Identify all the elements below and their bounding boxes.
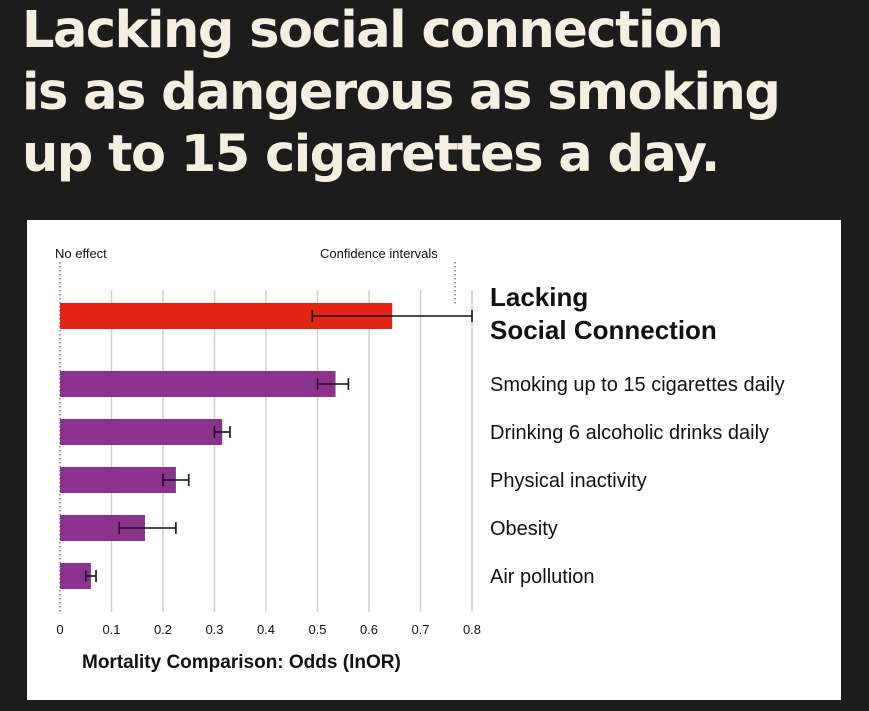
x-tick-label-0: 0 (56, 622, 63, 637)
headline: Lacking social connection is as dangerou… (22, 0, 862, 186)
no-effect-label: No effect (55, 246, 107, 261)
headline-line-1: Lacking social connection (22, 1, 724, 60)
confidence-intervals-label: Confidence intervals (320, 246, 438, 261)
x-tick-label-6: 0.6 (360, 622, 378, 637)
category-label-4: Obesity (490, 518, 558, 540)
x-tick-label-4: 0.4 (257, 622, 275, 637)
category-label-1: Smoking up to 15 cigarettes daily (490, 374, 785, 396)
headline-line-2: is as dangerous as smoking (22, 63, 781, 122)
category-label-5: Air pollution (490, 566, 595, 588)
bar-1 (60, 371, 336, 397)
bar-3 (60, 467, 176, 493)
x-axis-label: Mortality Comparison: Odds (lnOR) (82, 652, 401, 673)
category-label-3: Physical inactivity (490, 470, 647, 492)
x-tick-label-5: 0.5 (308, 622, 326, 637)
category-label-0-line-1: Lacking (490, 282, 588, 312)
x-tick-label-1: 0.1 (102, 622, 120, 637)
headline-line-3: up to 15 cigarettes a day. (22, 125, 720, 184)
x-tick-label-7: 0.7 (411, 622, 429, 637)
x-tick-label-8: 0.8 (463, 622, 481, 637)
bar-chart: No effect Confidence intervals LackingSoci… (55, 246, 785, 673)
category-label-2: Drinking 6 alcoholic drinks daily (490, 422, 769, 444)
chart-panel: No effect Confidence intervals Lacking Soci… (27, 220, 841, 700)
bar-2 (60, 419, 223, 445)
category-label-0-line-2: Social Connection (490, 315, 717, 345)
x-tick-label-3: 0.3 (205, 622, 223, 637)
x-tick-label-2: 0.2 (154, 622, 172, 637)
